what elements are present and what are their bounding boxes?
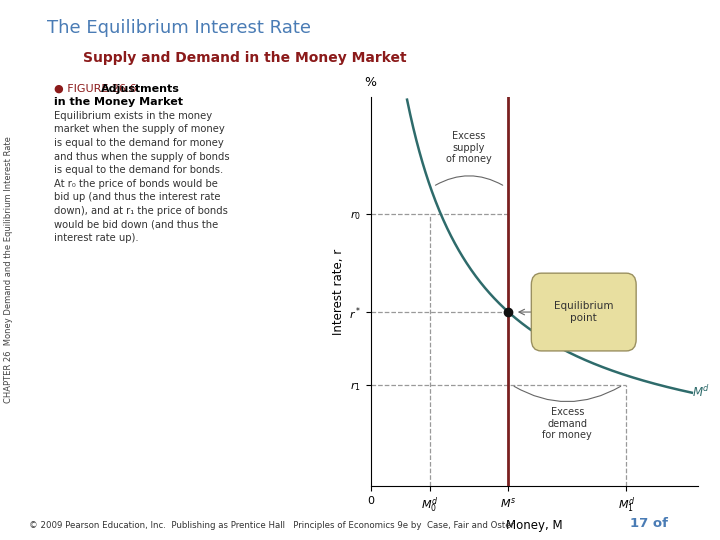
Text: CHAPTER 26  Money Demand and the Equilibrium Interest Rate: CHAPTER 26 Money Demand and the Equilibr… <box>4 137 13 403</box>
Text: $M^d$: $M^d$ <box>692 384 710 400</box>
FancyBboxPatch shape <box>531 273 636 351</box>
Text: %: % <box>364 77 377 90</box>
X-axis label: Money, M: Money, M <box>506 519 563 532</box>
Text: Supply and Demand in the Money Market: Supply and Demand in the Money Market <box>83 51 406 65</box>
Y-axis label: Interest rate, r: Interest rate, r <box>332 248 345 335</box>
Text: © 2009 Pearson Education, Inc.  Publishing as Prentice Hall   Principles of Econ: © 2009 Pearson Education, Inc. Publishin… <box>29 521 514 530</box>
Text: Excess
demand
for money: Excess demand for money <box>542 407 593 441</box>
Text: Excess
supply
of money: Excess supply of money <box>446 131 492 164</box>
Text: Adjustments: Adjustments <box>101 84 180 94</box>
Text: 17 of: 17 of <box>630 517 668 530</box>
Text: ● FIGURE 26.6: ● FIGURE 26.6 <box>54 84 137 94</box>
Text: The Equilibrium Interest Rate: The Equilibrium Interest Rate <box>47 19 311 37</box>
Text: in the Money Market: in the Money Market <box>54 97 183 107</box>
Text: Equilibrium exists in the money
market when the supply of money
is equal to the : Equilibrium exists in the money market w… <box>54 111 230 243</box>
Text: Equilibrium
point: Equilibrium point <box>554 301 613 323</box>
